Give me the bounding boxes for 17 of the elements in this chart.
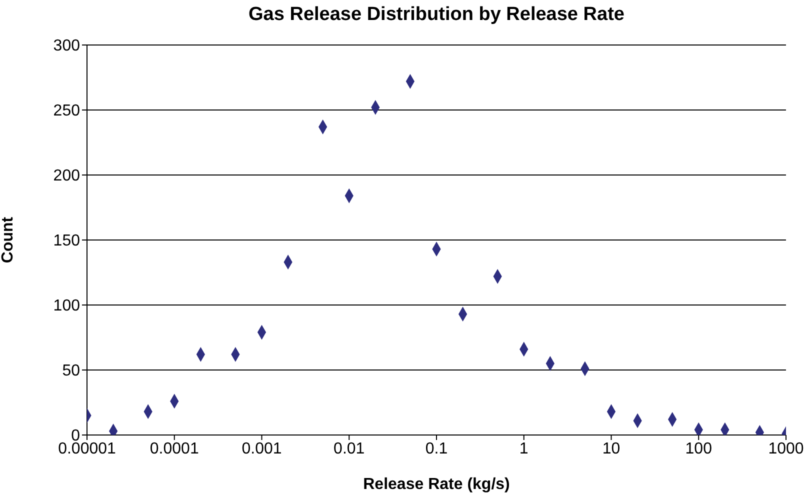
y-tick-label: 300 xyxy=(53,38,80,55)
y-axis-title: Count xyxy=(0,216,17,264)
y-tick-label: 100 xyxy=(53,298,80,315)
x-tick-label: 0.001 xyxy=(242,440,282,458)
x-tick-label: 0.01 xyxy=(334,440,365,458)
x-tick-label: 0.0001 xyxy=(150,440,199,458)
chart-title: Gas Release Distribution by Release Rate xyxy=(248,4,626,26)
y-tick-label: 250 xyxy=(53,102,80,120)
y-tick-label: 200 xyxy=(53,168,80,185)
x-tick-label: 1000 xyxy=(768,440,804,458)
x-axis-title: Release Rate (kg/s) xyxy=(363,476,510,493)
x-tick-label: 1 xyxy=(519,440,528,458)
x-tick-label: 100 xyxy=(685,440,712,458)
y-tick-label: 150 xyxy=(53,232,80,250)
x-tick-label: 0.1 xyxy=(425,440,448,458)
x-tick-label: 10 xyxy=(602,440,620,458)
y-tick-label: 50 xyxy=(62,362,80,380)
